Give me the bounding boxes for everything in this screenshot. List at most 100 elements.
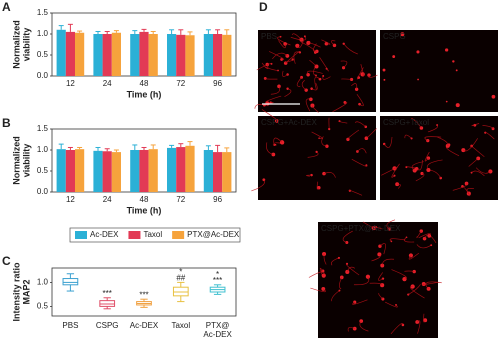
neurite — [391, 163, 400, 178]
neurite — [397, 183, 401, 189]
neurite — [319, 57, 329, 72]
y-axis-label: MAP2 — [21, 279, 31, 304]
neurite — [379, 243, 386, 255]
bar — [139, 150, 149, 192]
neurite — [429, 169, 442, 179]
neurite — [351, 158, 368, 167]
plot-frame — [51, 267, 237, 317]
neurite — [348, 189, 363, 196]
panel-label: C — [2, 254, 11, 268]
neurite — [384, 301, 398, 308]
bar — [130, 150, 140, 192]
legend-swatch — [172, 231, 185, 239]
cell — [382, 68, 386, 72]
y-tick-label: 0.0 — [37, 187, 49, 196]
neurite — [426, 159, 443, 171]
cell — [383, 78, 386, 81]
neurite — [452, 183, 468, 191]
panel-label: D — [259, 0, 268, 14]
neurite — [423, 313, 426, 323]
cell — [354, 87, 359, 92]
neurite — [307, 70, 323, 75]
x-tick-label: 48 — [140, 195, 149, 204]
y-tick-label: 0.5 — [37, 302, 49, 311]
neurite — [323, 253, 327, 265]
x-tick-label: 72 — [176, 79, 185, 88]
neurite — [293, 51, 301, 64]
neurite — [383, 136, 393, 148]
bar — [148, 149, 158, 192]
x-tick-label: 48 — [140, 79, 149, 88]
neurite — [300, 41, 316, 53]
neurite — [321, 136, 327, 147]
neurite — [264, 78, 278, 80]
image-label: CSPG+Taxol — [383, 118, 429, 127]
neurite — [278, 40, 286, 49]
neurite — [416, 320, 421, 334]
bar — [222, 152, 232, 192]
cell — [392, 55, 396, 58]
y-tick-label: 0.0 — [37, 71, 49, 80]
cell — [416, 50, 420, 54]
neurite — [323, 172, 336, 178]
bar — [130, 34, 140, 76]
neurite — [368, 74, 378, 78]
neurite — [316, 181, 320, 190]
cell — [445, 48, 449, 52]
neurite — [471, 123, 480, 127]
cell — [400, 32, 405, 37]
neurite — [332, 101, 348, 113]
neurite — [391, 269, 407, 280]
neurite — [256, 63, 272, 71]
x-tick-label: 24 — [103, 195, 112, 204]
bar — [102, 34, 112, 76]
image-label: CSPG+Ac-DEX — [261, 118, 317, 127]
neurite — [378, 292, 384, 300]
neurite — [254, 104, 265, 109]
neurite — [307, 151, 319, 158]
neurite — [411, 161, 424, 171]
neurite — [408, 252, 420, 260]
x-tick-label: 96 — [213, 79, 222, 88]
neurite — [251, 179, 265, 192]
neurite — [352, 299, 368, 305]
neurite — [311, 105, 319, 113]
cell — [313, 51, 317, 54]
micrograph — [318, 222, 438, 338]
cell — [455, 69, 458, 72]
x-tick-label: 12 — [66, 79, 75, 88]
bar — [56, 29, 66, 76]
significance: *** — [139, 290, 148, 299]
y-tick-label: 1.5 — [37, 8, 49, 17]
neurite — [341, 78, 352, 80]
bar — [203, 150, 213, 192]
cell — [367, 73, 371, 77]
x-tick-label: 96 — [213, 195, 222, 204]
neurite — [463, 138, 478, 152]
bar — [176, 34, 186, 76]
neurite — [381, 166, 398, 176]
neurite — [321, 39, 331, 45]
neurite — [269, 51, 285, 60]
bar — [185, 35, 195, 76]
neurite — [301, 80, 307, 91]
neurite — [424, 151, 430, 162]
neurite — [331, 257, 340, 266]
bar — [176, 147, 186, 192]
neurite — [342, 230, 353, 243]
bar — [213, 152, 223, 192]
bar — [56, 149, 66, 192]
neurite — [347, 129, 360, 140]
legend-swatch — [128, 231, 141, 239]
neurite — [410, 286, 425, 299]
y-tick-label: 1.0 — [37, 29, 49, 38]
bar — [75, 32, 85, 76]
neurite — [408, 284, 421, 295]
neurite — [306, 174, 312, 177]
significance: *** — [103, 289, 112, 298]
neurite — [404, 237, 415, 243]
neurite — [282, 70, 288, 77]
neurite — [468, 158, 479, 167]
significance: *** — [213, 276, 222, 285]
